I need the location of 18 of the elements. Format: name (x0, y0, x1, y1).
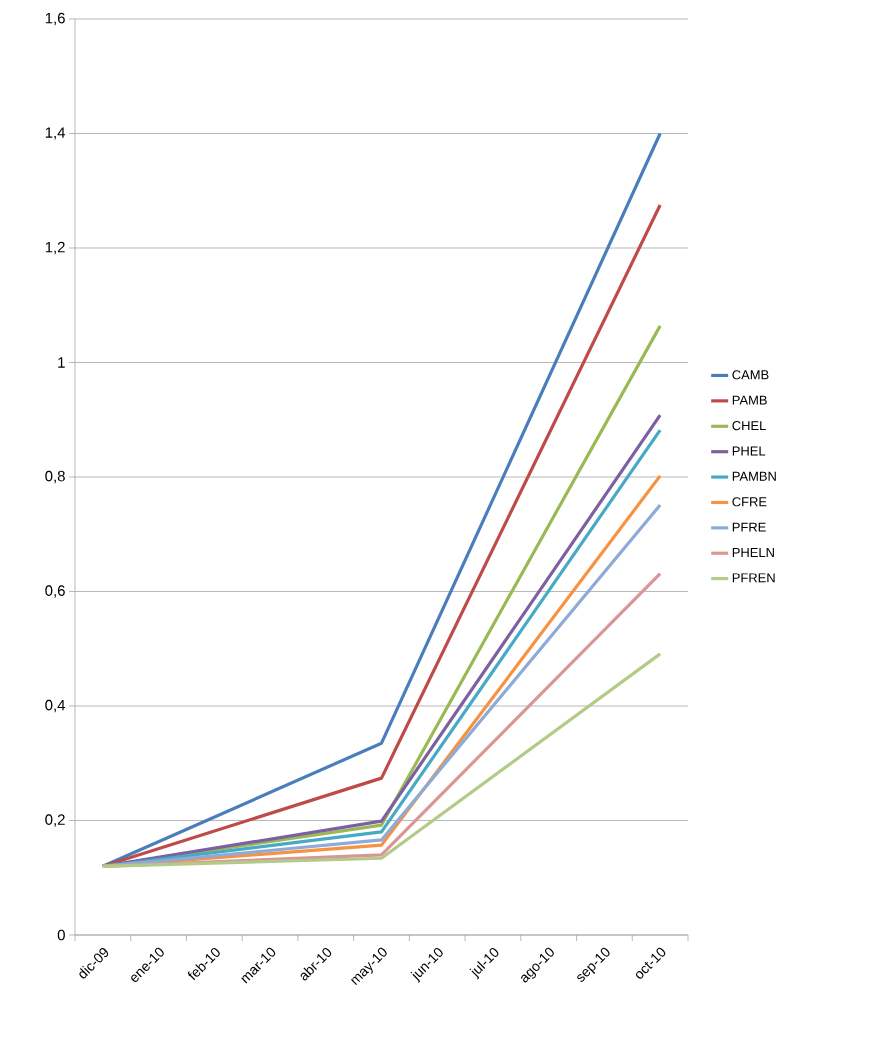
legend-label: PFRE (732, 522, 766, 532)
legend-label: PHELN (732, 548, 774, 557)
legend-label: PAMB (732, 395, 767, 405)
y-tick-label: 1,6 (45, 12, 65, 26)
y-tick-label: 0,4 (45, 699, 66, 713)
y-tick-label: 0 (57, 929, 65, 941)
legend-label: PAMBN (732, 471, 776, 481)
legend-label: PFREN (732, 573, 775, 583)
y-tick-label: 0,2 (45, 814, 65, 827)
y-tick-label: 1,2 (45, 241, 65, 255)
y-tick-label: 1 (58, 357, 65, 368)
y-tick-label: 0,8 (45, 470, 65, 484)
legend-label: PHEL (732, 446, 766, 456)
legend-label: CAMB (732, 370, 769, 380)
legend-label: CFRE (732, 497, 767, 507)
legend-label: CHEL (732, 421, 766, 431)
y-tick-label: 0,6 (45, 585, 65, 598)
y-tick-label: 1,4 (45, 127, 66, 140)
